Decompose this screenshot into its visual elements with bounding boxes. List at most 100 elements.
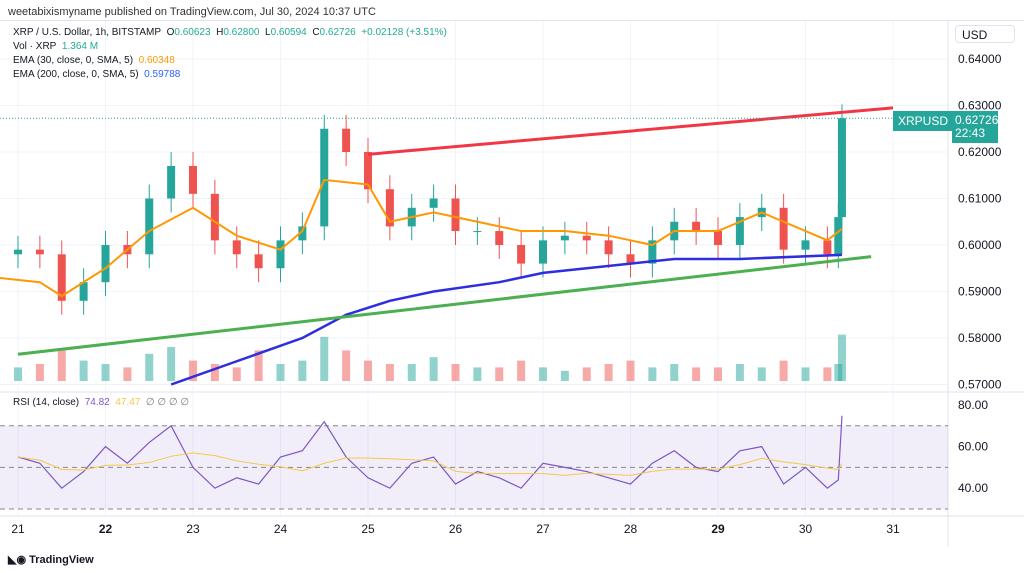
publisher-line: weetabixismyname published on TradingVie… [8, 6, 376, 18]
candle-body [276, 240, 285, 269]
volume-bar [517, 360, 526, 381]
time-tick-label: 30 [799, 522, 813, 536]
volume-label: Vol · XRP [13, 41, 57, 52]
time-tick-label: 25 [361, 522, 375, 536]
tradingview-logo-icon: ◣◉ [8, 554, 30, 566]
volume-bar [14, 367, 22, 381]
volume-bar [101, 364, 110, 381]
volume-bar [232, 367, 241, 381]
price-tick-label: 0.64000 [958, 52, 1002, 66]
last-price-tag: 0.62726 22:43 [952, 111, 998, 143]
volume-bar [35, 364, 44, 381]
candle-body [604, 240, 613, 255]
candle-body [101, 245, 110, 283]
rsi-legend: RSI (14, close) 74.82 47.47 ∅ ∅ ∅ ∅ [13, 397, 189, 408]
close-value: 0.62726 [319, 27, 356, 38]
candle-body [298, 226, 307, 241]
time-tick-label: 21 [11, 522, 25, 536]
time-tick-label: 29 [711, 522, 725, 536]
change-value: +0.02128 (+3.51%) [361, 27, 447, 38]
candle-body [560, 235, 569, 241]
price-tick-label: 0.61000 [958, 192, 1002, 206]
volume-bar [604, 364, 613, 381]
volume-bar [429, 357, 438, 381]
time-tick-label: 28 [624, 522, 638, 536]
rsi-label: RSI (14, close) [13, 397, 80, 408]
candle-body [57, 254, 66, 301]
volume-bar [298, 360, 307, 381]
price-tick-label: 0.59000 [958, 285, 1002, 299]
candle-body [79, 282, 88, 301]
volume-bar [648, 367, 657, 381]
candle-body [837, 118, 846, 218]
time-tick-label: 23 [186, 522, 200, 536]
volume-bar [189, 360, 197, 381]
rsi-ma-value: 47.47 [115, 397, 141, 408]
volume-bar [320, 336, 329, 381]
candle-body [714, 231, 722, 245]
volume-bar [692, 367, 701, 381]
volume-bar [560, 370, 569, 381]
volume-bar [837, 334, 846, 381]
volume-bar [626, 360, 635, 381]
symbol-price-tag: XRPUSD [893, 111, 954, 131]
candle-body [254, 254, 263, 269]
time-tick-label: 27 [536, 522, 550, 536]
chart-frame[interactable]: 0.64000 0.63000 0.62000 0.61000 0.60000 0.590… [0, 20, 1024, 546]
rsi-extra-values: ∅ ∅ ∅ ∅ [145, 397, 190, 408]
rsi-tick-label: 60.00 [958, 440, 988, 454]
candle-body [517, 245, 526, 264]
ema200-legend: EMA (200, close, 0, SMA, 5) 0.59788 [13, 69, 180, 80]
price-tick-label: 0.58000 [958, 331, 1002, 345]
ema200-line [170, 253, 843, 386]
volume-bar [779, 360, 788, 381]
rsi-tick-label: 40.00 [958, 481, 988, 495]
ema200-value: 0.59788 [144, 69, 181, 80]
tradingview-logo[interactable]: ◣◉ TradingView [8, 553, 94, 566]
candle-body [364, 152, 372, 190]
time-tick-label: 31 [886, 522, 900, 536]
candle-body [145, 198, 154, 255]
high-label: H [216, 27, 224, 38]
volume-bar [582, 367, 591, 381]
candle-body [451, 198, 460, 232]
candle-body [648, 240, 657, 264]
low-label: L [265, 27, 271, 38]
ema30-line [0, 178, 843, 298]
candle-body [779, 207, 788, 250]
volume-bar [407, 364, 416, 381]
volume-bar [276, 364, 285, 381]
volume-value: 1.364 M [61, 41, 99, 52]
resistance-trendline [367, 106, 894, 156]
candle-body [167, 165, 176, 199]
volume-bar [473, 367, 482, 381]
rsi-line [17, 415, 843, 490]
candle-body [735, 217, 744, 245]
volume-bar [123, 367, 132, 381]
ema30-label: EMA (30, close, 0, SMA, 5) [13, 55, 134, 66]
candle-body [801, 240, 810, 250]
volume-bar [539, 367, 547, 381]
time-tick-label: 22 [99, 522, 113, 536]
volume-bar [757, 367, 766, 381]
volume-bar [495, 367, 504, 381]
volume-bar [210, 364, 219, 381]
candle-body [582, 235, 591, 241]
open-value: 0.60623 [174, 27, 211, 38]
ema200-label: EMA (200, close, 0, SMA, 5) [13, 69, 139, 80]
volume-bar [385, 364, 394, 381]
ema30-legend: EMA (30, close, 0, SMA, 5) 0.60348 [13, 55, 175, 66]
volume-bar [451, 364, 460, 381]
candle-body [473, 231, 482, 233]
volume-bar [801, 367, 810, 381]
price-tick-label: 0.62000 [958, 145, 1002, 159]
currency-button[interactable]: USD [955, 25, 1015, 43]
time-tick-label: 24 [274, 522, 288, 536]
price-chart[interactable]: 0.64000 0.63000 0.62000 0.61000 0.60000 0.590… [0, 21, 1024, 546]
ohlc-legend: XRP / U.S. Dollar, 1h, BITSTAMP O0.60623… [13, 27, 447, 38]
candle-body [539, 240, 547, 264]
candle-body [35, 249, 44, 255]
volume-bar [735, 364, 744, 381]
rsi-ma-line [17, 452, 843, 476]
price-tick-label: 0.60000 [958, 238, 1002, 252]
